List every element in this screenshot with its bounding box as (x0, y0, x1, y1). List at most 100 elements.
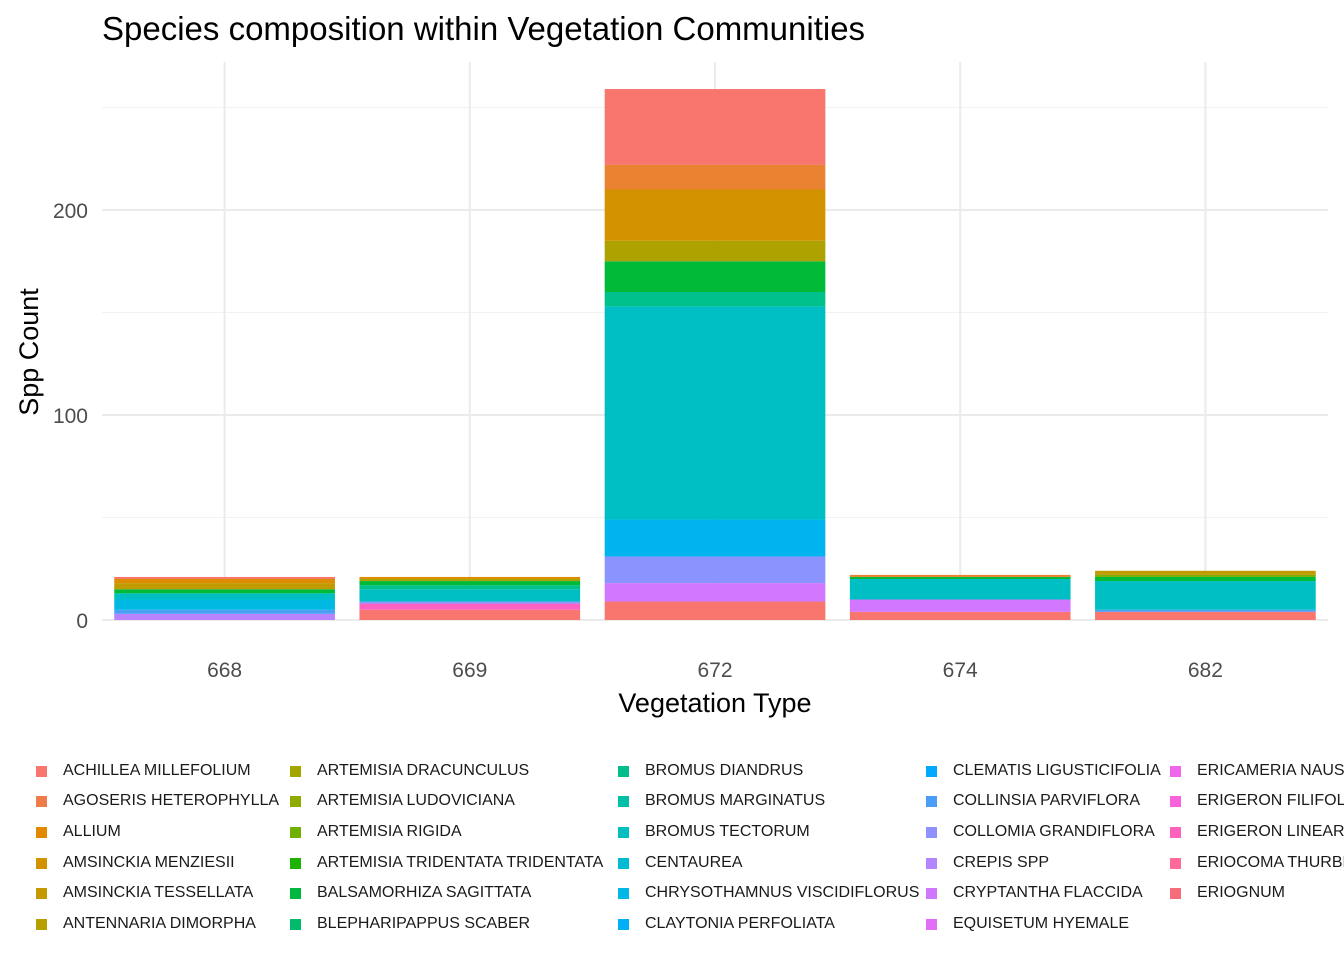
legend-item: CENTAUREA (618, 854, 743, 872)
legend-swatch (290, 918, 301, 930)
legend-label: BROMUS MARGINATUS (645, 792, 826, 809)
legend-item: ERIGERON FILIFOLIUS (1170, 792, 1344, 810)
chart-title: Species composition within Vegetation Co… (102, 10, 866, 47)
bar-segment (359, 609, 581, 620)
legend-item: BROMUS DIANDRUS (618, 762, 803, 780)
legend-label: ERIOGNUM (1197, 884, 1285, 901)
legend-item: ARTEMISIA TRIDENTATA TRIDENTATA (290, 854, 603, 872)
bar-segment (849, 611, 1071, 620)
legend-label: CHRYSOTHAMNUS VISCIDIFLORUS (645, 884, 920, 901)
legend-swatch (290, 857, 301, 869)
legend-swatch (926, 857, 937, 869)
legend-item: CLEMATIS LIGUSTICIFOLIA (926, 762, 1161, 780)
legend-label: ARTEMISIA TRIDENTATA TRIDENTATA (317, 854, 604, 871)
legend-swatch (618, 765, 629, 777)
bars (114, 89, 1316, 620)
legend-item: COLLOMIA GRANDIFLORA (926, 823, 1155, 841)
y-tick-label: 100 (53, 405, 88, 428)
x-tick-label: 668 (207, 659, 242, 682)
legend-label: ERIOCOMA THURBERIANA (1197, 854, 1344, 871)
bar-segment (849, 574, 1071, 577)
x-axis-ticks: 668 669 672 674 682 (207, 659, 1223, 682)
legend-item: AMSINCKIA MENZIESII (36, 854, 235, 872)
bar-segment (1095, 574, 1316, 577)
legend-swatch (290, 887, 301, 899)
legend-label: ERIGERON LINEARIS (1197, 823, 1344, 840)
legend-item: BALSAMORHIZA SAGITTATA (290, 884, 531, 902)
legend-swatch (36, 795, 47, 807)
legend-label: EQUISETUM HYEMALE (953, 915, 1130, 932)
legend-item: CREPIS SPP (926, 854, 1049, 872)
legend-swatch (618, 826, 629, 838)
legend-label: ARTEMISIA DRACUNCULUS (317, 762, 530, 779)
legend-swatch (926, 795, 937, 807)
bar-segment (114, 579, 335, 584)
legend-label: ERIGERON FILIFOLIUS (1197, 792, 1344, 809)
legend-item: CLAYTONIA PERFOLIATA (618, 915, 835, 933)
legend-label: CLAYTONIA PERFOLIATA (645, 915, 835, 932)
bar-segment (849, 576, 1071, 579)
bar-segment (1095, 576, 1316, 582)
legend-swatch (618, 795, 629, 807)
legend-label: BROMUS TECTORUM (645, 823, 810, 840)
legend-swatch (926, 918, 937, 930)
bar-segment (359, 589, 581, 602)
bar-segment (604, 89, 826, 165)
legend-label: AMSINCKIA TESSELLATA (63, 884, 254, 901)
legend-item: ERICAMERIA NAUSEOSA (1170, 762, 1344, 780)
legend-swatch (290, 765, 301, 777)
legend-item: ARTEMISIA LUDOVICIANA (290, 792, 515, 810)
y-axis-title: Spp Count (14, 288, 44, 416)
legend-item: BLEPHARIPAPPUS SCABER (290, 915, 530, 933)
bar-segment (604, 519, 826, 557)
legend-swatch (36, 918, 47, 930)
x-tick-label: 674 (943, 659, 978, 682)
legend-label: COLLINSIA PARVIFLORA (953, 792, 1141, 809)
legend-swatch (926, 826, 937, 838)
legend-item: ARTEMISIA DRACUNCULUS (290, 762, 529, 780)
bar-segment (359, 581, 581, 586)
legend-swatch (36, 765, 47, 777)
bar-segment (604, 240, 826, 262)
legend-label: CRYPTANTHA FLACCIDA (953, 884, 1143, 901)
bar-segment (114, 593, 335, 600)
bar-segment (1095, 609, 1316, 612)
legend-label: ANTENNARIA DIMORPHA (63, 915, 256, 932)
legend-item: EQUISETUM HYEMALE (926, 915, 1129, 933)
legend-swatch (618, 857, 629, 869)
bar-segment (114, 576, 335, 579)
legend-swatch (36, 826, 47, 838)
legend-item: BROMUS MARGINATUS (618, 792, 825, 810)
bar-segment (604, 306, 826, 520)
bar-segment (604, 189, 826, 241)
bar-segment (359, 603, 581, 610)
y-tick-label: 200 (53, 200, 88, 223)
y-axis-ticks: 0 100 200 (53, 200, 88, 633)
legend-label: BALSAMORHIZA SAGITTATA (317, 884, 532, 901)
y-tick-label: 0 (76, 610, 88, 633)
bar-segment (359, 576, 581, 579)
legend-item: ACHILLEA MILLEFOLIUM (36, 762, 251, 780)
legend-swatch (1170, 857, 1181, 869)
legend-item: CRYPTANTHA FLACCIDA (926, 884, 1143, 902)
legend-swatch (36, 857, 47, 869)
x-axis-title: Vegetation Type (618, 688, 811, 718)
legend-item: ERIOGNUM (1170, 884, 1285, 902)
bar-segment (114, 589, 335, 594)
bar-segment (114, 583, 335, 590)
legend-swatch (618, 918, 629, 930)
legend-swatch (290, 826, 301, 838)
bar-segment (604, 583, 826, 602)
legend-label: ARTEMISIA LUDOVICIANA (317, 792, 515, 809)
legend-swatch (926, 765, 937, 777)
legend-item: COLLINSIA PARVIFLORA (926, 792, 1140, 810)
bar-segment (1095, 570, 1316, 575)
legend-label: CLEMATIS LIGUSTICIFOLIA (953, 762, 1161, 779)
legend-item: AGOSERIS HETEROPHYLLA (36, 792, 279, 810)
bar-segment (359, 585, 581, 590)
legend-swatch (36, 887, 47, 899)
legend-label: BLEPHARIPAPPUS SCABER (317, 915, 531, 932)
legend-label: AMSINCKIA MENZIESII (63, 854, 235, 871)
bar-segment (849, 599, 1071, 612)
legend-item: BROMUS TECTORUM (618, 823, 810, 841)
